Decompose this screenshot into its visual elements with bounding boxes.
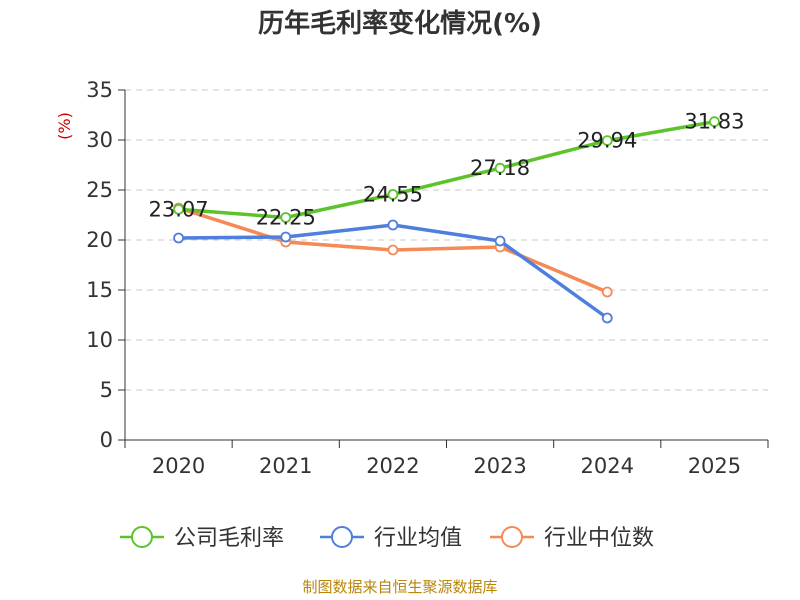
legend-item[interactable]: 公司毛利率 xyxy=(120,526,284,551)
legend-label: 行业中位数 xyxy=(544,526,654,551)
legend[interactable]: 公司毛利率 行业均值 行业中位数 xyxy=(120,526,654,551)
x-tick-label: 2023 xyxy=(473,454,526,478)
chart-title: 历年毛利率变化情况(%) xyxy=(258,8,542,39)
y-tick-label: 35 xyxy=(86,78,113,102)
data-label: 22.25 xyxy=(256,206,316,230)
data-point[interactable] xyxy=(494,162,506,174)
data-point[interactable] xyxy=(494,235,506,247)
grid xyxy=(125,89,768,391)
legend-item[interactable]: 行业均值 xyxy=(320,526,462,551)
legend-marker xyxy=(501,526,523,548)
y-tick-label: 25 xyxy=(86,178,113,202)
y-tick-label: 20 xyxy=(86,228,113,252)
data-label: 31.83 xyxy=(684,110,744,134)
data-point[interactable] xyxy=(601,312,613,324)
series-line xyxy=(178,223,609,320)
y-tick-label: 30 xyxy=(86,128,113,152)
data-point[interactable] xyxy=(709,116,720,128)
y-tick-label: 5 xyxy=(100,378,113,402)
y-tick-label: 0 xyxy=(100,428,113,452)
data-point[interactable] xyxy=(601,286,613,298)
data-point[interactable] xyxy=(601,135,613,147)
data-label: 27.18 xyxy=(470,156,530,180)
data-point[interactable] xyxy=(387,189,399,200)
x-tick-label: 2025 xyxy=(688,454,741,478)
data-point[interactable] xyxy=(173,232,184,244)
legend-label: 行业均值 xyxy=(374,526,462,551)
y-tick-label: 10 xyxy=(86,328,113,352)
legend-item[interactable]: 行业中位数 xyxy=(490,526,654,551)
data-point[interactable] xyxy=(387,219,399,231)
y-axis-unit: (%) xyxy=(55,112,74,140)
y-tick-label: 15 xyxy=(86,278,113,302)
legend-marker xyxy=(131,526,153,548)
data-label: 24.55 xyxy=(363,183,423,207)
x-tick-label: 2024 xyxy=(581,454,634,478)
data-label: 29.94 xyxy=(577,129,637,153)
data-labels: 23.07 22.25 24.55 27.18 29.94 31.83 xyxy=(149,110,745,230)
legend-label: 公司毛利率 xyxy=(174,526,284,551)
data-point[interactable] xyxy=(280,231,292,243)
x-tick-label: 2021 xyxy=(259,454,312,478)
data-point[interactable] xyxy=(280,212,292,223)
x-tick-label: 2022 xyxy=(366,454,419,478)
x-tick-label: 2020 xyxy=(152,454,205,478)
series xyxy=(173,116,720,324)
source-note: 制图数据来自恒生聚源数据库 xyxy=(302,578,497,596)
data-point[interactable] xyxy=(387,244,399,256)
data-point[interactable] xyxy=(173,203,184,215)
series-line xyxy=(178,119,715,220)
data-label: 23.07 xyxy=(149,197,209,221)
legend-marker xyxy=(331,526,353,548)
